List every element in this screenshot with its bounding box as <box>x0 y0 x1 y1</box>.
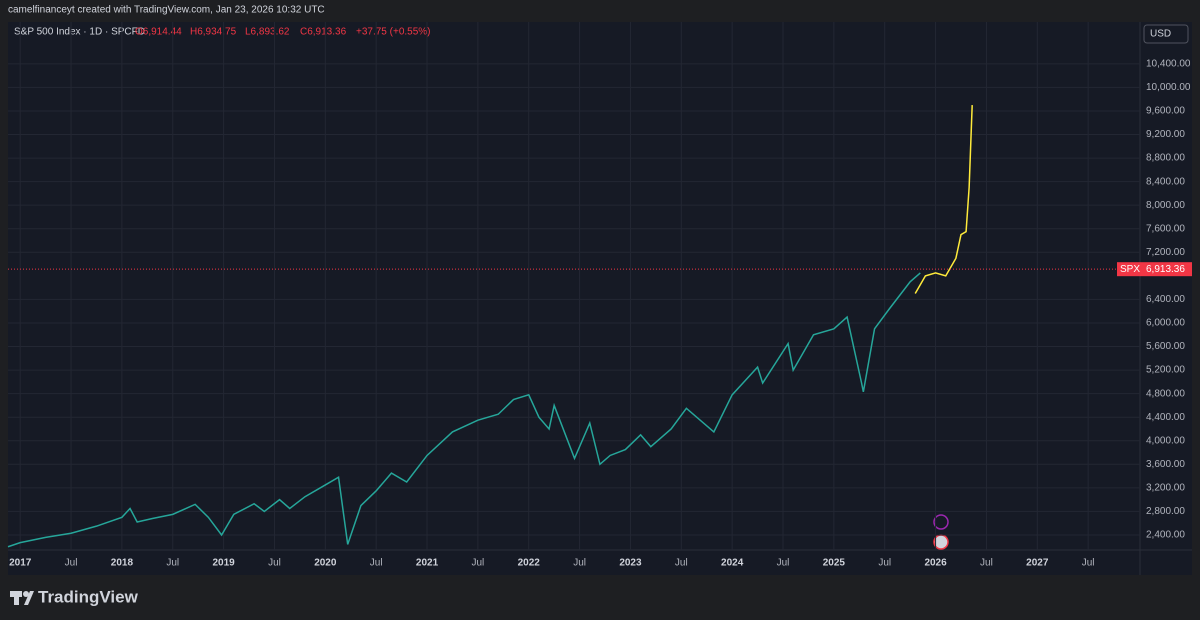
x-tick-label: Jul <box>573 558 586 569</box>
y-tick-label: 2,400.00 <box>1146 530 1185 541</box>
ohlc: L6,893.62 <box>245 27 290 38</box>
y-tick-label: 8,800.00 <box>1146 153 1185 164</box>
x-tick-label: Jul <box>1082 558 1095 569</box>
event-icon[interactable] <box>933 534 949 550</box>
event-icon[interactable] <box>933 514 949 530</box>
x-tick-label: 2023 <box>619 558 642 569</box>
x-tick-label: Jul <box>65 558 78 569</box>
price-name: SPX <box>1120 264 1140 275</box>
price-badge <box>1141 262 1192 277</box>
y-tick-label: 8,000.00 <box>1146 200 1185 211</box>
y-tick-label: 2,800.00 <box>1146 506 1185 517</box>
currency[interactable]: USD <box>1150 29 1171 40</box>
credit: camelfinanceyt created with TradingView.… <box>8 5 325 16</box>
ohlc: H6,934.75 <box>190 27 237 38</box>
price-line <box>914 105 973 294</box>
price-label: 6,913.36 <box>1146 264 1185 275</box>
x-tick-label: 2017 <box>9 558 32 569</box>
x-tick-label: 2025 <box>823 558 846 569</box>
x-tick-label: Jul <box>471 558 484 569</box>
price-badge <box>1117 262 1141 277</box>
ohlc: C6,913.36 <box>300 27 347 38</box>
x-tick-label: Jul <box>777 558 790 569</box>
y-tick-label: 8,400.00 <box>1146 176 1185 187</box>
x-tick-label: Jul <box>980 558 993 569</box>
x-tick-label: 2022 <box>518 558 541 569</box>
x-tick-label: 2026 <box>924 558 947 569</box>
price-line <box>7 272 921 548</box>
y-tick-label: 6,000.00 <box>1146 318 1185 329</box>
ohlc: O6,914.44 <box>135 27 182 38</box>
x-tick-label: Jul <box>878 558 891 569</box>
y-tick-label: 6,400.00 <box>1146 294 1185 305</box>
chart-pane <box>8 22 1192 575</box>
x-tick-label: Jul <box>166 558 179 569</box>
change: +37.75 (+0.55%) <box>356 27 431 38</box>
currency-box[interactable] <box>1143 24 1189 44</box>
y-tick-label: 3,200.00 <box>1146 483 1185 494</box>
logo <box>10 591 34 605</box>
x-tick-label: 2027 <box>1026 558 1049 569</box>
y-tick-label: 9,200.00 <box>1146 129 1185 140</box>
y-tick-label: 9,600.00 <box>1146 106 1185 117</box>
y-tick-label: 5,600.00 <box>1146 341 1185 352</box>
x-tick-label: 2024 <box>721 558 744 569</box>
x-tick-label: 2019 <box>212 558 235 569</box>
y-tick-label: 5,200.00 <box>1146 365 1185 376</box>
x-tick-label: 2018 <box>111 558 134 569</box>
x-tick-label: 2021 <box>416 558 439 569</box>
y-tick-label: 3,600.00 <box>1146 459 1185 470</box>
y-tick-label: 7,600.00 <box>1146 223 1185 234</box>
y-tick-label: 4,800.00 <box>1146 388 1185 399</box>
y-tick-label: 10,000.00 <box>1146 82 1191 93</box>
y-tick-label: 4,400.00 <box>1146 412 1185 423</box>
x-tick-label: 2020 <box>314 558 337 569</box>
y-tick-label: 4,000.00 <box>1146 435 1185 446</box>
chart-title: S&P 500 Index · 1D · SPCFD <box>14 27 145 38</box>
x-tick-label: Jul <box>370 558 383 569</box>
brand: TradingView <box>38 587 139 606</box>
y-tick-label: 10,400.00 <box>1146 58 1191 69</box>
x-tick-label: Jul <box>268 558 281 569</box>
y-tick-label: 7,200.00 <box>1146 247 1185 258</box>
x-tick-label: Jul <box>675 558 688 569</box>
